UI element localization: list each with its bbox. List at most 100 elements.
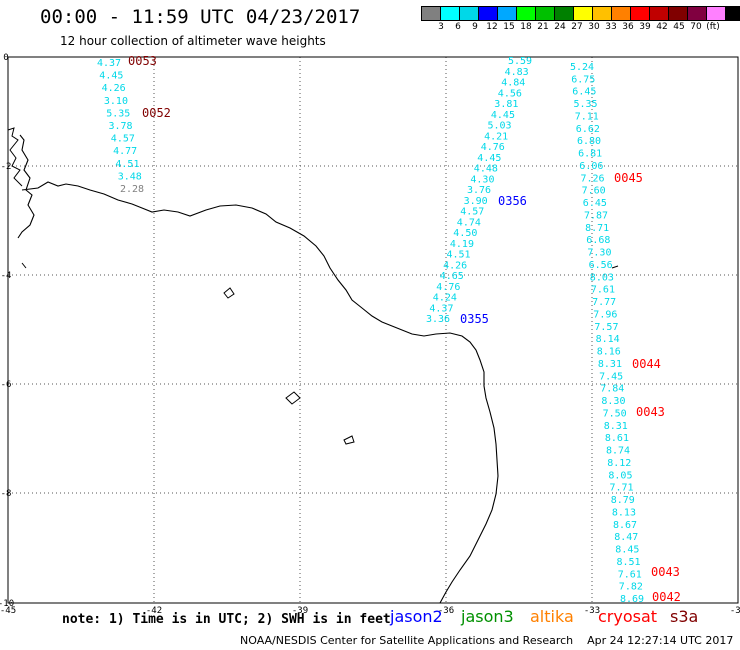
wave-height-value: 7.61 <box>591 285 615 296</box>
island-3 <box>343 435 355 445</box>
footer: NOAA/NESDIS Center for Satellite Applica… <box>240 634 733 647</box>
colorbar-label: 15 <box>503 22 515 32</box>
colorbar-label: 6 <box>455 22 461 32</box>
wave-height-value: 8.16 <box>597 347 621 358</box>
wave-height-value: 4.26 <box>102 83 126 94</box>
wave-height-value: 4.65 <box>440 271 464 282</box>
x-tick-label: -39 <box>292 606 308 616</box>
colorbar-label: 42 <box>656 22 668 32</box>
wave-height-value: 4.51 <box>447 250 471 261</box>
wave-height-value: 8.13 <box>612 507 636 518</box>
wave-height-value: 8.79 <box>611 495 635 506</box>
axis-ticks: -45 -42 -39 -36 -33 -30 0 -2 -4 -6 -8 -10 <box>0 53 740 616</box>
wave-height-value: 4.57 <box>460 207 484 218</box>
wave-height-value: 4.24 <box>433 293 457 304</box>
wave-height-value: 7.60 <box>582 186 606 197</box>
y-tick-label: 0 <box>3 53 8 63</box>
wave-height-value: 6.80 <box>577 136 601 147</box>
wave-height-value: 8.45 <box>615 545 639 556</box>
colorbar-label: 3 <box>438 22 444 32</box>
wave-height-value: 7.61 <box>618 569 642 580</box>
colorbar-label: 70 <box>690 22 702 32</box>
time-label: 0052 <box>142 106 171 120</box>
wave-height-value: 6.56 <box>589 260 613 271</box>
y-tick-label: -8 <box>1 489 12 499</box>
wave-height-value: 8.47 <box>614 532 638 543</box>
colorbar-label: 24 <box>554 22 566 32</box>
coastline <box>17 134 499 604</box>
wave-height-value: 4.56 <box>498 88 522 99</box>
wave-height-value: 7.30 <box>587 248 611 259</box>
wave-height-value: 8.67 <box>613 520 637 531</box>
y-tick-label: -2 <box>1 162 12 172</box>
wave-height-value: 8.51 <box>617 557 641 568</box>
time-label: 0043 <box>636 405 665 419</box>
x-tick-label: -30 <box>730 606 740 616</box>
wave-height-value: 4.84 <box>501 78 525 89</box>
wave-height-value: 4.83 <box>505 67 529 78</box>
wave-height-value: 4.74 <box>457 217 481 228</box>
wave-height-value: 5.03 <box>488 121 512 132</box>
time-label: 0355 <box>460 312 489 326</box>
wave-height-value: 6.62 <box>576 124 600 135</box>
wave-height-value: 4.76 <box>481 142 505 153</box>
wave-height-value: 5.35 <box>106 108 130 119</box>
time-label: 0044 <box>632 357 661 371</box>
wave-height-value: 7.57 <box>594 322 618 333</box>
wave-height-value: 4.19 <box>450 239 474 250</box>
wave-height-value: 7.82 <box>619 582 643 593</box>
map-subtitle: 12 hour collection of altimeter wave hei… <box>60 34 326 48</box>
colorbar-label: 33 <box>605 22 617 32</box>
wave-height-value: 5.35 <box>574 99 598 110</box>
wave-height-value: 4.76 <box>436 282 460 293</box>
wave-height-value: 7.77 <box>592 297 616 308</box>
legend-cryosat: cryosat <box>598 607 658 626</box>
wave-height-value: 7.11 <box>575 112 599 123</box>
wave-height-value: 4.26 <box>443 260 467 271</box>
wave-height-value: 8.05 <box>608 470 632 481</box>
wave-height-value: 6.68 <box>586 235 610 246</box>
wave-height-value: 8.14 <box>596 334 620 345</box>
wave-height-value: 3.90 <box>464 196 488 207</box>
wave-height-value: 8.03 <box>590 272 614 283</box>
track-a-values: 4.37 4.454.26 3.105.35 3.78 4.574.77 4.513.48… <box>97 58 144 195</box>
island-1 <box>223 287 235 299</box>
wave-height-value: 4.30 <box>470 174 494 185</box>
colorbar-label: 18 <box>520 22 532 32</box>
wave-height-value: 3.78 <box>109 121 133 132</box>
wave-height-value: 8.69 <box>620 594 644 605</box>
wave-height-value: 8.71 <box>585 223 609 234</box>
wave-height-value: 4.48 <box>474 164 498 175</box>
island-5 <box>611 265 619 269</box>
wave-height-value: 8.12 <box>607 458 631 469</box>
map-title: 00:00 - 11:59 UTC 04/23/2017 <box>40 6 361 28</box>
colorbar-unit: (ft) <box>706 22 720 32</box>
wave-height-value: 7.96 <box>593 309 617 320</box>
wave-height-value: 8.31 <box>604 421 628 432</box>
wave-height-value: 8.31 <box>598 359 622 370</box>
y-tick-label: -6 <box>1 380 12 390</box>
wave-height-value: 4.45 <box>99 71 123 82</box>
x-tick-label: -33 <box>584 606 600 616</box>
colorbar-label: 30 <box>588 22 600 32</box>
track-c-values: 5.246.756.455.357.116.626.806.816.067.26… <box>570 62 644 605</box>
wave-height-value: 4.51 <box>115 159 139 170</box>
colorbar-labels: 3 6 9 12 15 18 21 24 27 30 33 36 39 42 45 70 (ft) <box>424 22 740 36</box>
note: note: 1) Time is in UTC; 2) SWH is in fe… <box>62 612 391 627</box>
wave-height-value: 3.48 <box>118 171 142 182</box>
wave-height-value: 6.75 <box>571 74 595 85</box>
wave-height-value: 3.81 <box>494 99 518 110</box>
wave-height-value: 7.50 <box>603 408 627 419</box>
wave-height-value: 6.45 <box>583 198 607 209</box>
wave-height-value: 8.61 <box>605 433 629 444</box>
island-2 <box>285 391 301 405</box>
time-label: 0045 <box>614 171 643 185</box>
wave-height-value: 2.28 <box>120 184 144 195</box>
wave-height-value: 7.45 <box>599 371 623 382</box>
wave-height-value: 8.30 <box>601 396 625 407</box>
wave-height-value: 7.26 <box>581 173 605 184</box>
x-tick-label: -45 <box>0 606 16 616</box>
time-label: 0356 <box>498 194 527 208</box>
y-tick-label: -10 <box>0 599 14 609</box>
